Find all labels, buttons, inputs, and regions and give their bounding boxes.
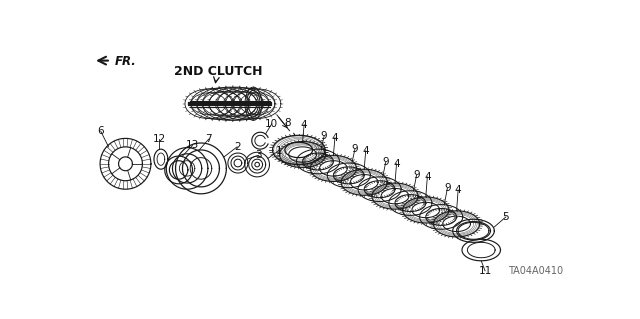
Text: 12: 12 — [153, 134, 166, 144]
Text: 4: 4 — [424, 172, 431, 182]
Text: 4: 4 — [301, 120, 307, 130]
Text: 4: 4 — [362, 146, 369, 156]
Text: 13: 13 — [186, 140, 199, 150]
Text: 1: 1 — [275, 146, 282, 156]
Text: 2ND CLUTCH: 2ND CLUTCH — [175, 65, 263, 78]
Text: 4: 4 — [332, 133, 339, 143]
Text: 7: 7 — [205, 134, 212, 144]
Text: 4: 4 — [455, 185, 461, 195]
Text: 11: 11 — [479, 266, 492, 276]
Text: 2: 2 — [234, 142, 241, 152]
Text: 4: 4 — [393, 159, 400, 169]
Text: 6: 6 — [97, 126, 104, 137]
Text: 5: 5 — [502, 212, 509, 222]
Text: 9: 9 — [383, 157, 389, 167]
Text: 3: 3 — [255, 150, 262, 160]
Text: TA04A0410: TA04A0410 — [508, 266, 563, 276]
Text: 10: 10 — [265, 119, 278, 129]
Text: 9: 9 — [413, 170, 420, 180]
Text: FR.: FR. — [115, 55, 136, 68]
Text: 9: 9 — [321, 131, 328, 141]
Text: 8: 8 — [284, 118, 295, 135]
Text: 9: 9 — [444, 183, 451, 193]
Text: 9: 9 — [351, 144, 358, 154]
